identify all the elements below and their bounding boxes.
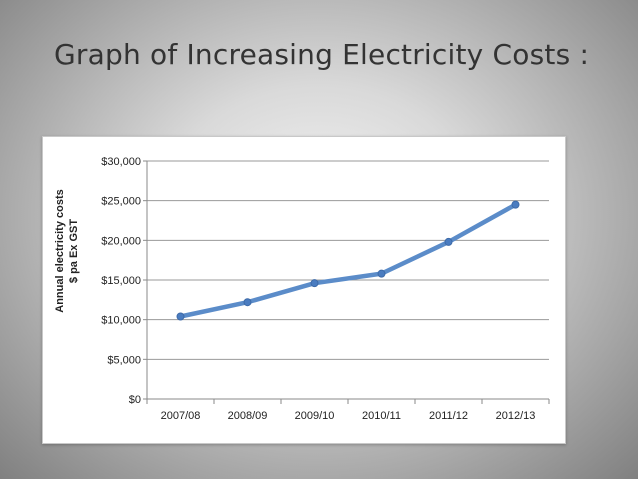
x-tick-label-0: 2007/08 <box>161 410 201 422</box>
x-tick-label-3: 2010/11 <box>362 410 401 422</box>
data-point-0-5 <box>511 200 520 209</box>
series-layer <box>176 200 520 321</box>
gridlines <box>147 160 549 360</box>
x-tick-labels: 2007/08 2008/09 2009/10 2010/11 2011/12 2012/… <box>161 410 536 422</box>
x-tick-label-1: 2008/09 <box>228 410 268 422</box>
y-axis-label-line-2: $ pa Ex GST <box>68 219 80 283</box>
axes <box>143 160 550 404</box>
data-point-0-3 <box>377 269 386 278</box>
y-tick-label-4: $20,000 <box>101 235 141 247</box>
x-tick-label-4: 2011/12 <box>429 410 468 422</box>
series-line-0 <box>178 202 518 319</box>
data-point-0-2 <box>310 279 319 288</box>
y-axis-label-line-1: Annual electricity costs <box>54 189 66 313</box>
y-tick-label-3: $15,000 <box>101 275 141 287</box>
y-tick-label-0: $0 <box>129 394 141 406</box>
data-point-0-4 <box>444 237 453 246</box>
y-tick-label-6: $30,000 <box>101 156 141 168</box>
chart-frame: $0 $5,000 $10,000 $15,000 $20,000 $25,000 $30,… <box>42 136 566 444</box>
y-tick-label-2: $10,000 <box>101 315 141 327</box>
y-tick-labels: $0 $5,000 $10,000 $15,000 $20,000 $25,000 $30,… <box>101 156 141 406</box>
data-point-0-0 <box>176 312 185 321</box>
line-chart: $0 $5,000 $10,000 $15,000 $20,000 $25,000 $30,… <box>54 156 550 422</box>
slide-title: Graph of Increasing Electricity Costs : <box>54 38 590 71</box>
x-tick-label-5: 2012/13 <box>496 410 536 422</box>
x-tick-label-2: 2009/10 <box>295 410 335 422</box>
y-tick-label-5: $25,000 <box>101 196 141 208</box>
y-axis-label: Annual electricity costs $ pa Ex GST <box>54 189 80 313</box>
data-point-0-1 <box>243 298 252 307</box>
y-tick-label-1: $5,000 <box>107 354 141 366</box>
